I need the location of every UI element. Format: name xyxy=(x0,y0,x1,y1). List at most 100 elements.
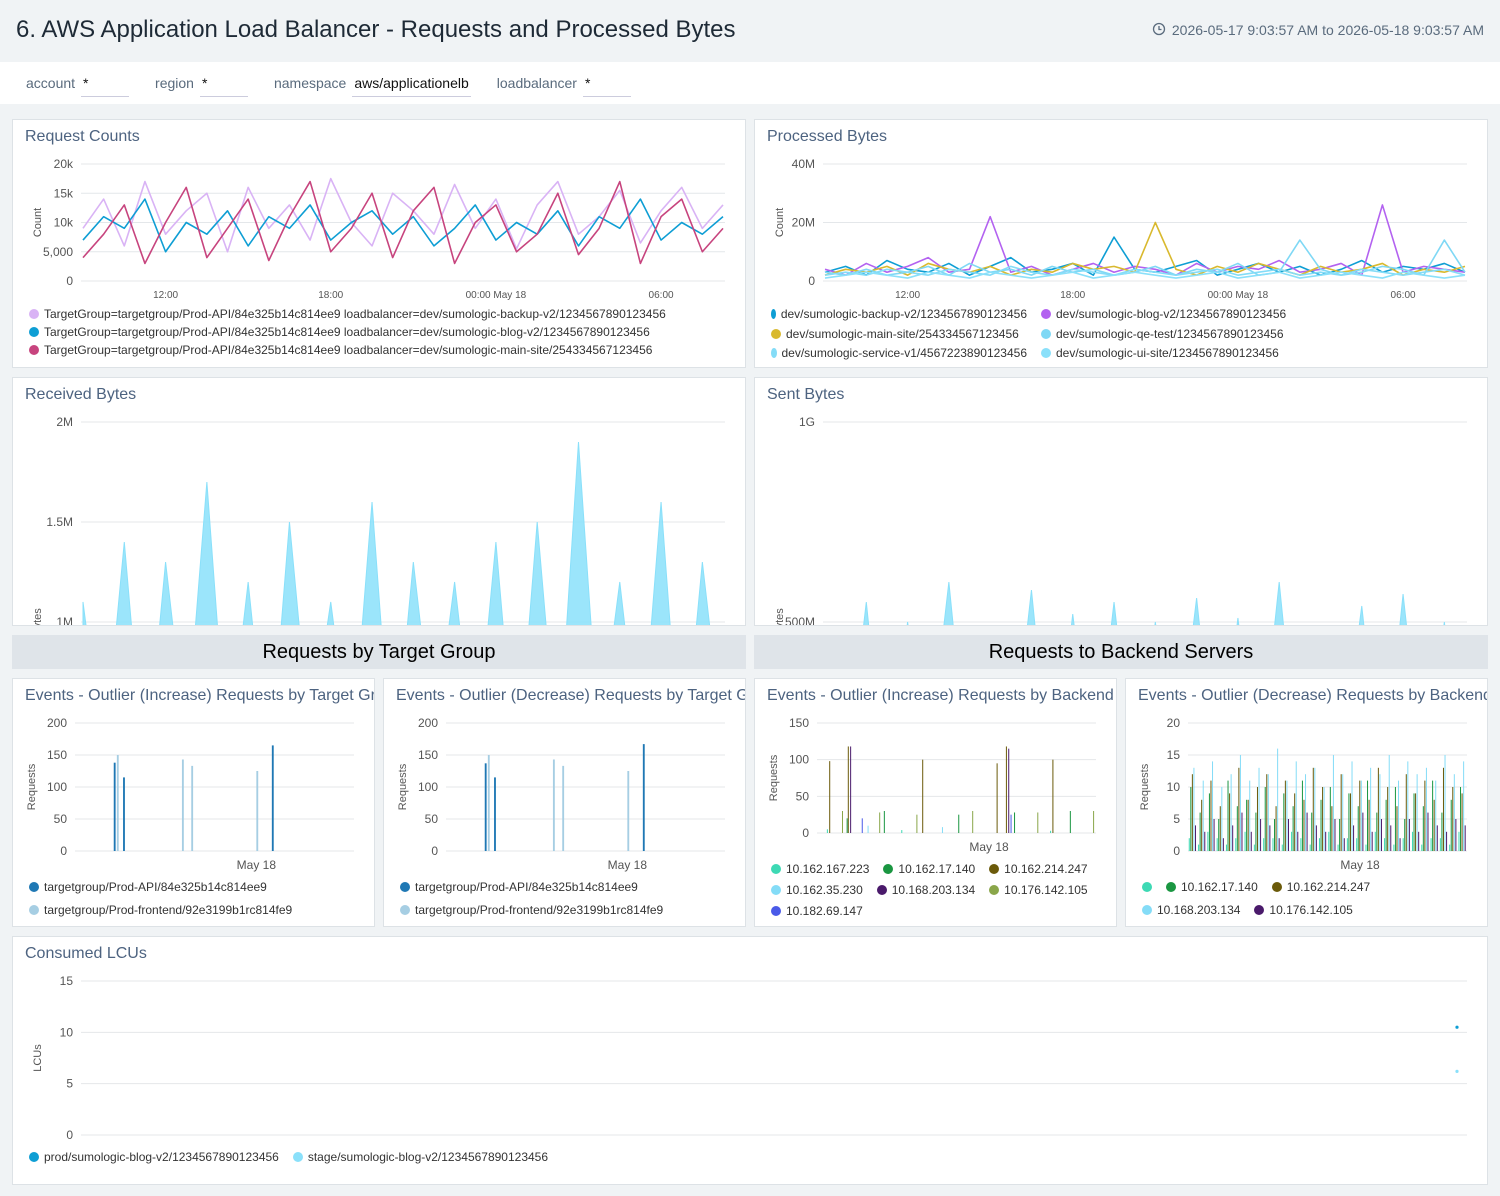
legend-item[interactable]: targetgroup/Prod-API/84e325b14c814ee9 xyxy=(400,879,638,895)
legend-item[interactable]: 10.162.167.223 xyxy=(771,861,869,877)
y-axis-label: Bytes xyxy=(774,608,786,625)
y-tick-label: 100 xyxy=(789,753,809,767)
legend-item[interactable]: 10.162.17.140 xyxy=(883,861,975,877)
bar xyxy=(1284,780,1286,851)
bar xyxy=(1193,767,1195,851)
bar xyxy=(1322,787,1324,851)
y-axis-label: Count xyxy=(774,208,786,237)
chart: 0 50 100 150 Requests May 18 xyxy=(768,716,1096,854)
bar xyxy=(1329,787,1331,851)
legend-item[interactable] xyxy=(1142,879,1152,895)
legend-item[interactable]: 10.168.203.134 xyxy=(1142,902,1240,918)
legend-swatch xyxy=(989,885,1000,895)
series-area xyxy=(863,581,1446,625)
panel-title: Events - Outlier (Decrease) Requests by … xyxy=(396,687,746,704)
legend-swatch xyxy=(1041,309,1051,319)
y-tick-label: 0 xyxy=(802,826,809,840)
legend-item[interactable]: dev/sumologic-blog-v2/1234567890123456 xyxy=(1041,306,1297,322)
legend-label: 10.162.17.140 xyxy=(1181,880,1258,894)
legend-label: dev/sumologic-blog-v2/1234567890123456 xyxy=(1056,307,1287,321)
bar xyxy=(1439,838,1441,851)
legend: dev/sumologic-backup-v2/1234567890123456… xyxy=(771,306,1477,363)
x-tick-label: May 18 xyxy=(237,858,277,872)
y-tick-label: 200 xyxy=(47,716,67,730)
bar xyxy=(1295,761,1297,851)
legend-label: 10.162.214.247 xyxy=(1004,862,1088,876)
y-tick-label: 0 xyxy=(66,1128,73,1142)
legend-item[interactable]: prod/sumologic-blog-v2/1234567890123456 xyxy=(29,1149,279,1165)
legend-item[interactable]: 10.162.214.247 xyxy=(989,861,1088,877)
bar xyxy=(1455,819,1457,851)
chart: 0 50 100 150 200 Requests May 18 xyxy=(397,716,725,872)
y-axis-label: Requests xyxy=(768,754,780,801)
filter[interactable]: namespace aws/applicationelb xyxy=(274,70,471,97)
y-tick-label: 20M xyxy=(792,216,815,230)
filter-value[interactable]: aws/applicationelb xyxy=(352,70,471,97)
legend-item[interactable]: dev/sumologic-main-site/254334567123456 xyxy=(771,326,1027,342)
filter[interactable]: loadbalancer * xyxy=(497,70,631,97)
bar xyxy=(1190,787,1192,851)
bar xyxy=(1213,819,1215,851)
bar xyxy=(1277,748,1279,851)
bar xyxy=(1442,767,1444,851)
legend-item[interactable]: targetgroup/Prod-frontend/92e3199b1rc814… xyxy=(29,902,292,918)
bar xyxy=(1247,799,1249,851)
bar xyxy=(1227,780,1229,851)
filter-value[interactable]: * xyxy=(582,70,631,97)
bar xyxy=(1332,755,1334,851)
legend-item[interactable]: TargetGroup=targetgroup/Prod-API/84e325b… xyxy=(29,324,735,340)
bar xyxy=(1404,819,1406,851)
bar xyxy=(1281,844,1283,851)
bar xyxy=(1356,838,1358,851)
legend-item[interactable]: 10.162.35.230 xyxy=(771,882,863,898)
legend-item[interactable]: 10.162.214.247 xyxy=(1271,879,1370,895)
bar xyxy=(1334,819,1336,851)
legend-item[interactable]: targetgroup/Prod-API/84e325b14c814ee9 xyxy=(29,879,267,895)
legend-item[interactable]: dev/sumologic-ui-site/1234567890123456 xyxy=(1041,345,1297,361)
point xyxy=(1455,1025,1459,1029)
panel-title: Events - Outlier (Increase) Requests by … xyxy=(25,687,375,704)
bar xyxy=(1253,844,1255,851)
y-axis-label: Requests xyxy=(26,763,38,810)
filter-value[interactable]: * xyxy=(199,70,248,97)
legend-item[interactable]: dev/sumologic-qe-test/1234567890123456 xyxy=(1041,326,1297,342)
legend-item[interactable]: stage/sumologic-blog-v2/1234567890123456 xyxy=(292,1149,548,1165)
bar xyxy=(494,777,496,851)
legend-item[interactable]: 10.176.142.105 xyxy=(1254,902,1353,918)
time-range[interactable]: 2026-05-17 9:03:57 AM to 2026-05-18 9:03… xyxy=(1171,22,1484,38)
legend-swatch xyxy=(29,327,39,337)
legend-item[interactable]: 10.182.69.147 xyxy=(771,903,863,919)
bar xyxy=(1311,812,1313,851)
legend-item[interactable]: dev/sumologic-backup-v2/1234567890123456 xyxy=(771,306,1027,322)
panel: Events - Outlier (Decrease) Requests by … xyxy=(1125,678,1488,927)
y-tick-label: 0 xyxy=(1173,844,1180,858)
legend-swatch xyxy=(1142,904,1152,915)
legend-swatch xyxy=(1254,904,1265,915)
filter[interactable]: account * xyxy=(26,70,130,97)
legend-item[interactable]: 10.176.142.105 xyxy=(989,882,1088,898)
legend-item[interactable]: TargetGroup=targetgroup/Prod-API/84e325b… xyxy=(29,342,735,358)
x-tick-label: 12:00 xyxy=(153,290,178,301)
bar xyxy=(562,765,565,851)
legend-item[interactable]: targetgroup/Prod-frontend/92e3199b1rc814… xyxy=(400,902,663,918)
bar xyxy=(1269,825,1271,851)
bar xyxy=(1278,838,1280,851)
series-area xyxy=(82,441,711,625)
legend-item[interactable]: 10.162.17.140 xyxy=(1166,879,1258,895)
bar xyxy=(1216,838,1218,851)
bar xyxy=(1309,844,1311,851)
bar xyxy=(1339,819,1341,851)
legend-item[interactable]: TargetGroup=targetgroup/Prod-API/84e325b… xyxy=(29,306,735,322)
legend-item[interactable]: dev/sumologic-service-v1/456722389012345… xyxy=(771,345,1027,361)
filter[interactable]: region * xyxy=(155,70,248,97)
bar xyxy=(1393,844,1395,851)
bar xyxy=(1283,793,1285,851)
bar xyxy=(1424,780,1426,851)
legend-swatch xyxy=(29,345,39,355)
bar xyxy=(1464,825,1466,851)
bar xyxy=(1349,793,1351,851)
legend-item[interactable]: 10.168.203.134 xyxy=(876,882,975,898)
bar xyxy=(1204,831,1206,851)
filter-value[interactable]: * xyxy=(81,70,130,97)
bar xyxy=(1399,838,1401,851)
